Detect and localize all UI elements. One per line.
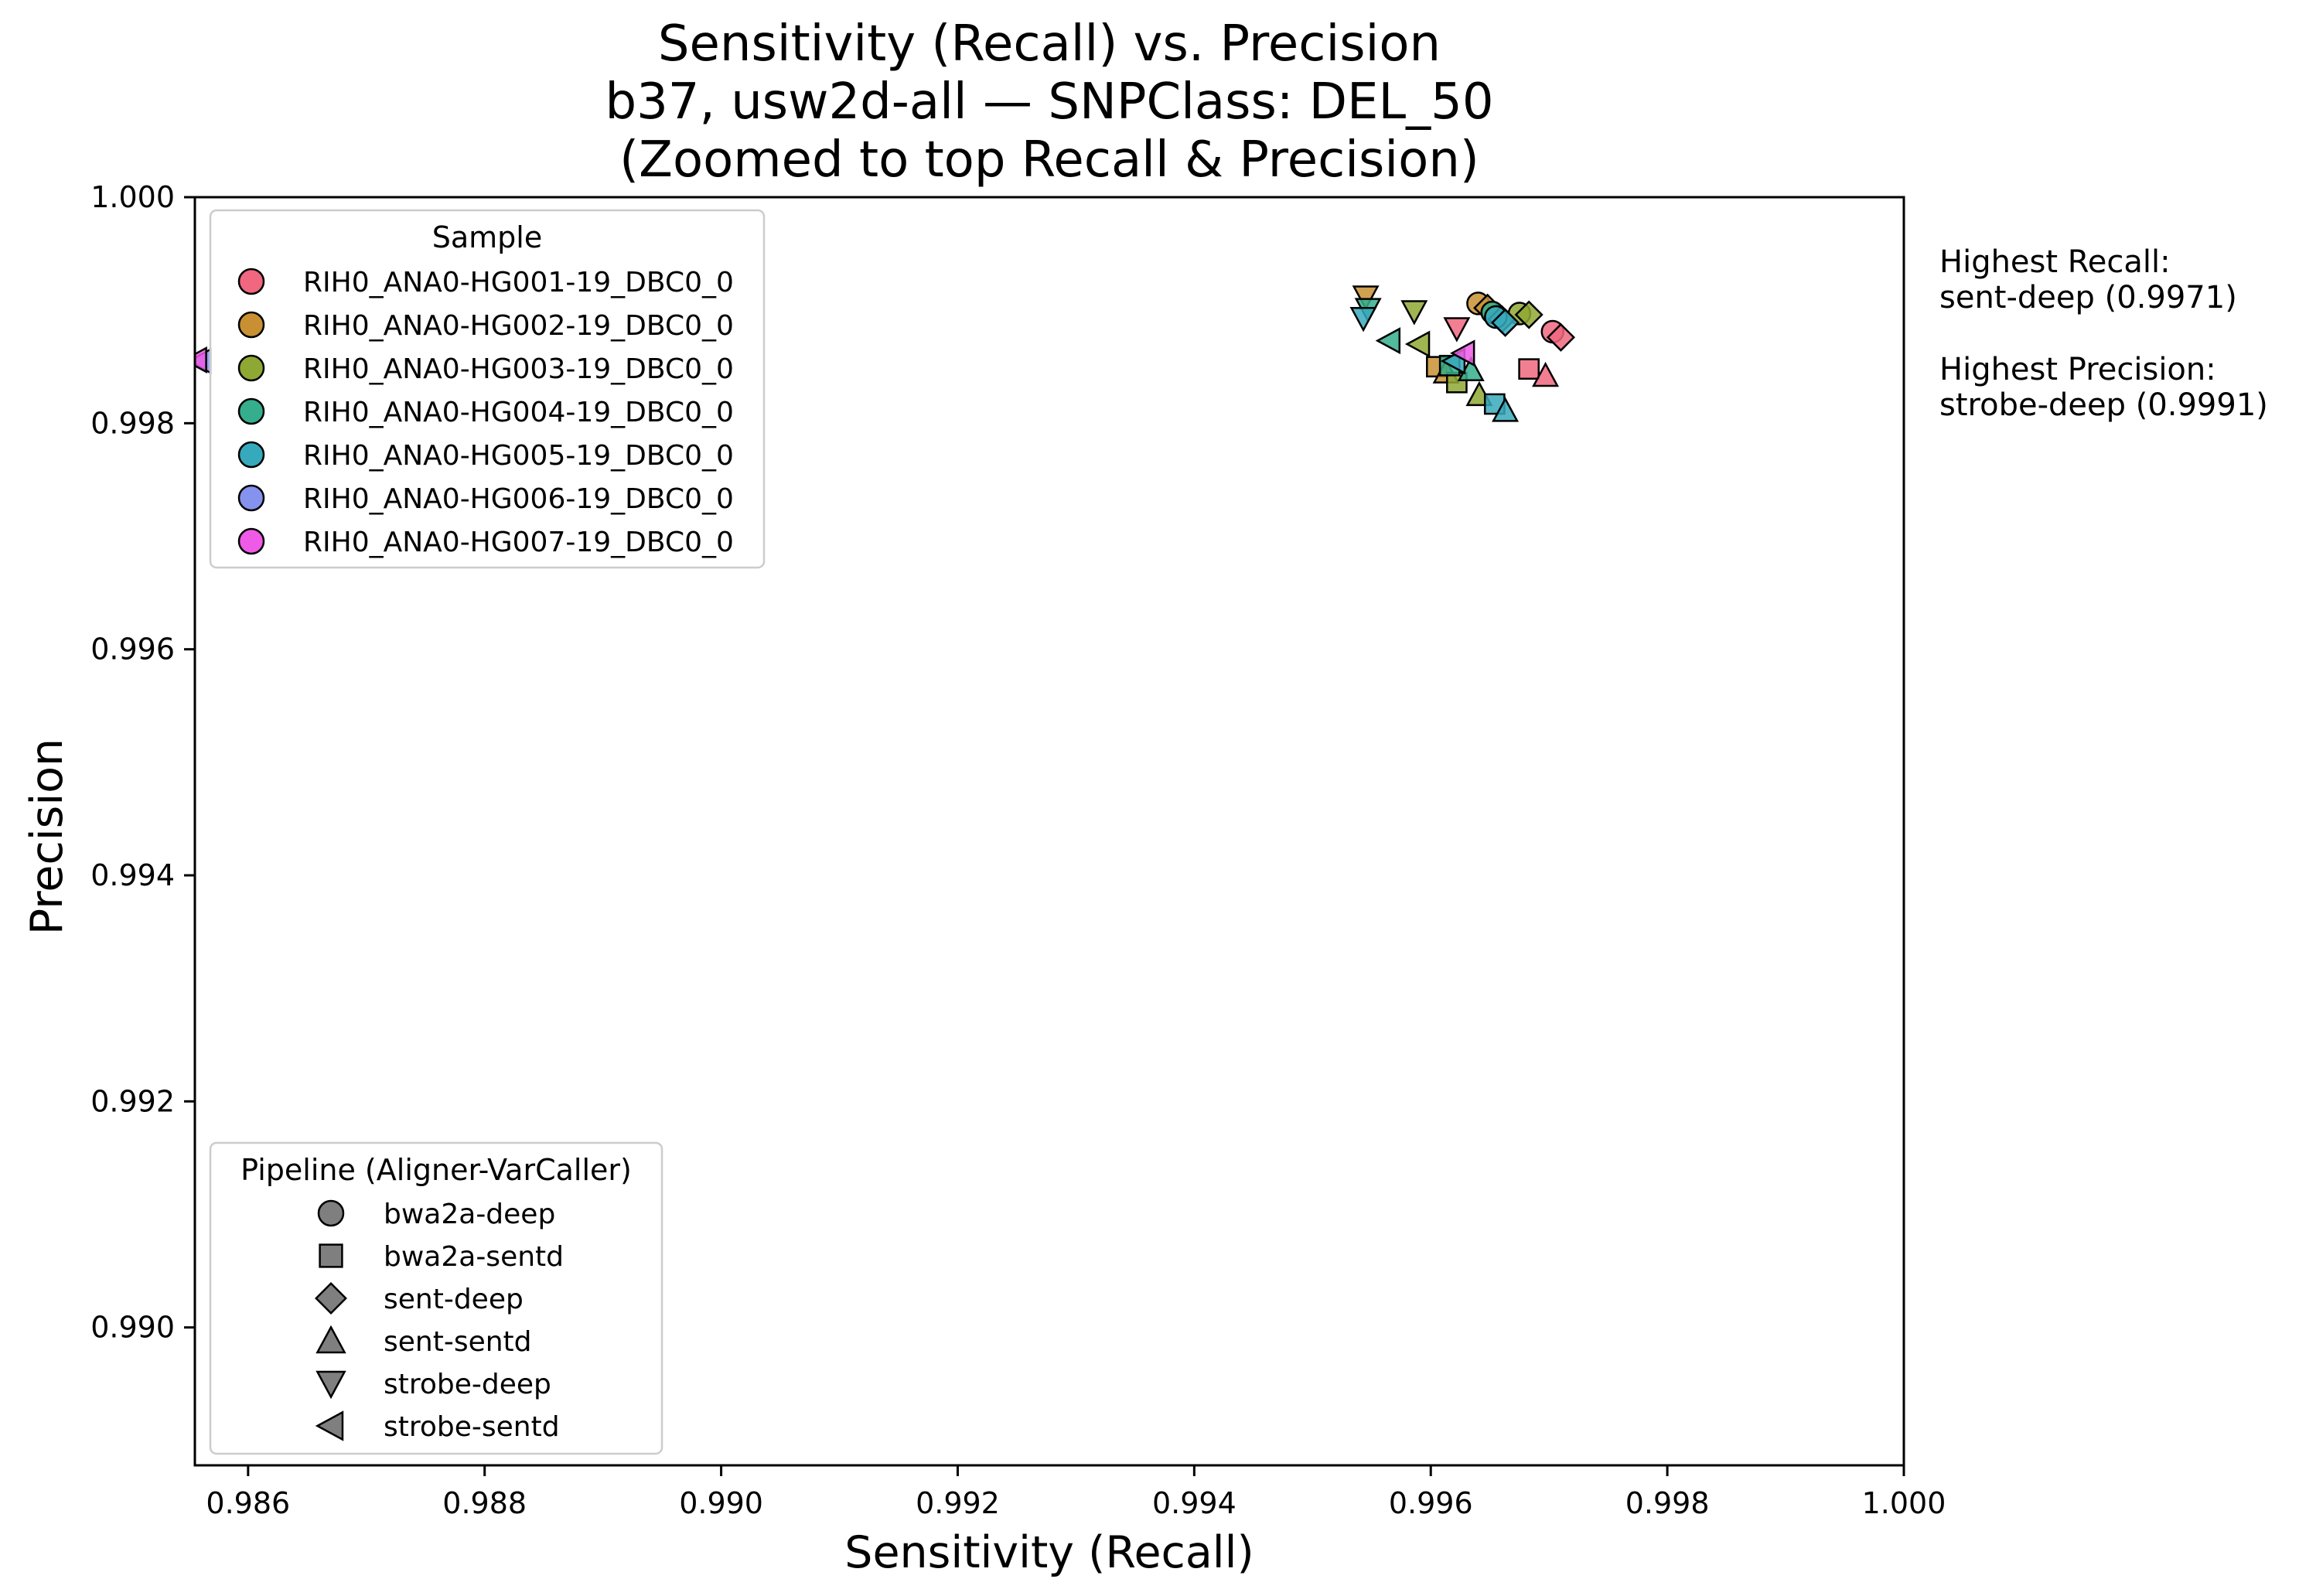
sample-legend-marker <box>237 397 265 425</box>
sample-legend-marker <box>237 441 265 469</box>
sample-legend-marker <box>237 484 265 512</box>
pipeline-legend-title: Pipeline (Aligner-VarCaller) <box>240 1153 632 1187</box>
highest-precision-label: Highest Precision: <box>1939 352 2216 387</box>
highest-precision-value: strobe-deep (0.9991) <box>1939 387 2268 423</box>
sample-legend-title: Sample <box>432 220 542 254</box>
sample-legend-label: RIH0_ANA0-HG001-19_DBC0_0 <box>303 267 734 298</box>
y-tick-label: 1.000 <box>90 180 175 214</box>
sample-legend-marker <box>237 268 265 295</box>
sample-legend-label: RIH0_ANA0-HG007-19_DBC0_0 <box>303 527 734 558</box>
sample-legend: Sample RIH0_ANA0-HG001-19_DBC0_0 RIH0_ANA… <box>209 209 766 569</box>
x-tick-label: 0.986 <box>206 1486 290 1520</box>
data-point <box>1450 339 1475 367</box>
data-point <box>1492 397 1520 422</box>
data-point <box>1352 285 1380 311</box>
pipeline-legend-label: sent-sentd <box>384 1326 532 1358</box>
pipeline-legend-label: strobe-sentd <box>384 1411 560 1443</box>
x-tick-label: 0.994 <box>1152 1486 1236 1520</box>
y-tick-label: 0.992 <box>90 1084 175 1118</box>
chart-title-line-1: Sensitivity (Recall) vs. Precision <box>658 15 1441 73</box>
x-tick-label: 0.998 <box>1625 1486 1710 1520</box>
data-point <box>1532 361 1560 387</box>
y-axis-label: Precision <box>22 738 73 935</box>
sample-legend-marker <box>237 311 265 339</box>
sample-legend-label: RIH0_ANA0-HG005-19_DBC0_0 <box>303 440 734 472</box>
x-tick-label: 0.996 <box>1389 1486 1473 1520</box>
x-tick-label: 0.988 <box>442 1486 527 1520</box>
sample-legend-label: RIH0_ANA0-HG002-19_DBC0_0 <box>303 310 734 342</box>
data-point <box>1518 358 1540 380</box>
y-tick-label: 0.990 <box>90 1311 175 1345</box>
axis-ticks: 0.986 0.988 0.990 0.992 0.994 0.996 0.998 1.000… <box>90 180 1946 1520</box>
data-point <box>1400 300 1428 326</box>
sample-legend-marker <box>237 354 265 382</box>
pipeline-legend-marker <box>317 1199 345 1227</box>
data-point <box>1443 317 1471 343</box>
plot-area-frame <box>193 196 1905 1467</box>
pipeline-legend-marker <box>319 1243 343 1268</box>
pipeline-legend-marker <box>316 1370 346 1400</box>
pipeline-legend-label: bwa2a-sentd <box>384 1241 564 1273</box>
pipeline-legend: Pipeline (Aligner-VarCaller) bwa2a-deep b… <box>209 1141 663 1455</box>
pipeline-legend-marker <box>316 1325 346 1354</box>
chart-title-line-2: b37, usw2d-all — SNPClass: DEL_50 <box>605 73 1493 131</box>
chart-title-line-3: (Zoomed to top Recall & Precision) <box>619 131 1479 189</box>
pipeline-legend-label: strobe-deep <box>384 1369 551 1400</box>
pipeline-legend-marker <box>315 1282 347 1315</box>
sample-legend-label: RIH0_ANA0-HG004-19_DBC0_0 <box>303 397 734 428</box>
sample-legend-label: RIH0_ANA0-HG006-19_DBC0_0 <box>303 483 734 515</box>
data-point <box>1514 300 1543 329</box>
x-tick-label: 0.992 <box>916 1486 1000 1520</box>
y-tick-label: 0.998 <box>90 406 175 440</box>
data-points <box>195 285 1576 422</box>
x-tick-label: 1.000 <box>1862 1486 1946 1520</box>
sample-legend-box <box>209 209 766 569</box>
sample-legend-marker <box>237 527 265 555</box>
pipeline-legend-label: sent-deep <box>384 1284 524 1315</box>
data-point <box>1404 330 1431 358</box>
highest-recall-label: Highest Recall: <box>1939 244 2171 280</box>
data-point <box>1491 308 1520 337</box>
data-point <box>1546 322 1576 352</box>
pipeline-legend-marker <box>315 1410 344 1441</box>
sample-legend-label: RIH0_ANA0-HG003-19_DBC0_0 <box>303 353 734 385</box>
highest-recall-value: sent-deep (0.9971) <box>1939 280 2237 315</box>
y-tick-label: 0.996 <box>90 633 175 667</box>
data-point <box>1375 327 1401 355</box>
data-point <box>1349 307 1377 332</box>
x-tick-label: 0.990 <box>679 1486 763 1520</box>
x-axis-label: Sensitivity (Recall) <box>844 1527 1254 1578</box>
y-tick-label: 0.994 <box>90 858 175 892</box>
pipeline-legend-label: bwa2a-deep <box>384 1199 555 1230</box>
